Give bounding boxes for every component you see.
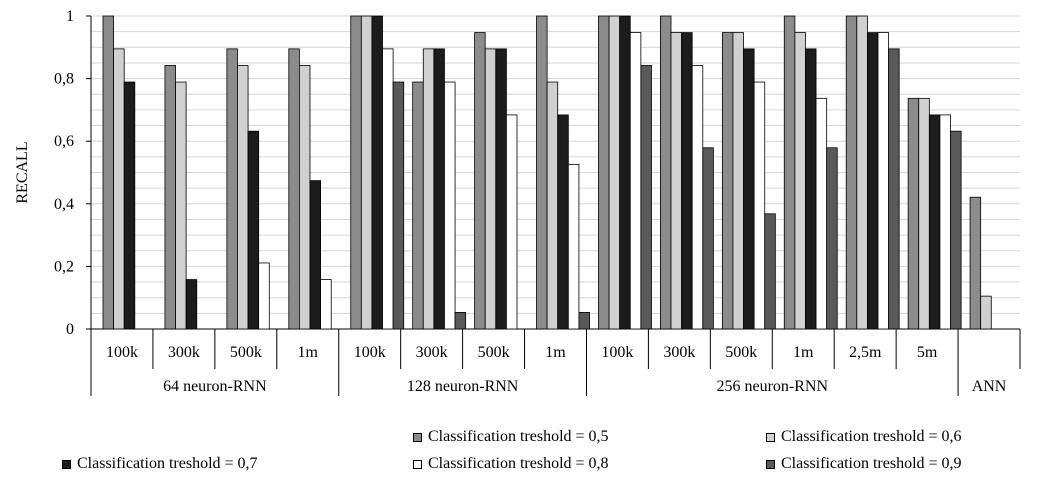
bar-s2-c8 <box>619 15 631 330</box>
bar-s4-c10 <box>764 213 776 330</box>
x-tick-label: 1m <box>793 344 814 361</box>
bar-s3-c3 <box>320 279 332 330</box>
bar-s1-c2 <box>237 65 249 330</box>
bar-s0-c11 <box>783 15 796 330</box>
x-tick-label: 500k <box>725 344 757 361</box>
x-tick-label: 1m <box>545 344 566 361</box>
bar-s2-c13 <box>928 114 941 330</box>
bar-s4-c11 <box>826 147 838 330</box>
x-tick-label: 300k <box>663 344 695 361</box>
bar-s0-c2 <box>226 48 238 330</box>
bar-s0-c6 <box>474 32 486 330</box>
bar-s1-c3 <box>298 65 311 330</box>
bar-s2-c5 <box>433 48 445 330</box>
bar-s2-c0 <box>123 81 136 330</box>
bar-s2-c3 <box>309 180 322 330</box>
bar-s1-c8 <box>608 15 621 330</box>
y-tick-label: 0,2 <box>54 258 74 275</box>
bar-s2-c1 <box>185 279 198 330</box>
x-tick-label: 100k <box>106 344 138 361</box>
x-tick-label: 500k <box>478 344 510 361</box>
bar-s0-c4 <box>350 15 362 330</box>
bar-s4-c8 <box>640 65 652 330</box>
y-tick-label: 0 <box>66 321 74 338</box>
bar-s2-c12 <box>867 32 879 330</box>
bar-s3-c13 <box>939 114 951 330</box>
bar-s3-c5 <box>444 81 456 330</box>
bar-s0-c0 <box>102 15 115 330</box>
y-tick-label: 0,6 <box>54 133 74 150</box>
bar-s2-c2 <box>247 130 260 330</box>
x-tick-label: 1m <box>298 344 319 361</box>
bar-s3-c11 <box>815 97 828 330</box>
bar-s0-c7 <box>536 15 548 330</box>
bar-s3-c9 <box>691 65 704 330</box>
x-tick-label: 100k <box>354 344 386 361</box>
x-tick-label: 500k <box>230 344 262 361</box>
bar-s2-c10 <box>743 48 755 330</box>
bar-s1-c4 <box>360 15 373 330</box>
bar-s3-c2 <box>258 262 270 330</box>
bar-s1-c6 <box>484 48 497 330</box>
y-tick-label: 1 <box>66 8 74 25</box>
bar-s0-c8 <box>598 15 610 330</box>
x-tick-label: 100k <box>601 344 633 361</box>
bar-s2-c6 <box>495 48 507 330</box>
bar-s0-c13 <box>907 97 920 330</box>
bar-s0-c10 <box>721 32 734 330</box>
x-tick-label: 300k <box>416 344 448 361</box>
bar-s1-c12 <box>856 15 868 330</box>
bar-s3-c8 <box>629 32 642 330</box>
bar-s1-c14 <box>980 295 992 330</box>
bar-s0-c9 <box>660 15 672 330</box>
x-tick-label: 2,5m <box>849 344 882 361</box>
y-tick-label: 0,4 <box>54 196 74 213</box>
bar-s0-c1 <box>164 65 176 330</box>
bar-s4-c4 <box>392 81 405 330</box>
bar-s1-c9 <box>670 32 683 330</box>
group-label: 128 neuron-RNN <box>407 378 519 395</box>
x-tick-label: 5m <box>917 344 938 361</box>
bar-s2-c11 <box>805 48 817 330</box>
bar-s4-c9 <box>702 147 714 330</box>
bar-s1-c11 <box>794 32 806 330</box>
y-tick-label: 0,8 <box>54 71 74 88</box>
bar-s1-c13 <box>918 97 930 330</box>
bar-s4-c13 <box>950 130 962 330</box>
y-axis-label: RECALL <box>14 141 31 203</box>
bar-s1-c0 <box>113 48 125 330</box>
bar-s0-c14 <box>969 196 982 330</box>
bar-s2-c7 <box>557 114 569 330</box>
x-tick-label: 300k <box>168 344 200 361</box>
bar-s4-c12 <box>888 48 900 330</box>
bar-s3-c4 <box>382 48 394 330</box>
bar-s3-c7 <box>567 163 580 330</box>
bar-s2-c4 <box>371 15 383 330</box>
bar-s3-c10 <box>753 81 766 330</box>
group-label: 64 neuron-RNN <box>163 378 267 395</box>
bar-s2-c9 <box>681 32 693 330</box>
bar-s0-c12 <box>845 15 858 330</box>
group-label: ANN <box>972 378 1007 395</box>
group-label: 256 neuron-RNN <box>716 378 828 395</box>
bar-s1-c1 <box>175 81 187 330</box>
bar-s0-c5 <box>412 81 424 330</box>
bar-s1-c7 <box>546 81 559 330</box>
bar-s1-c5 <box>422 48 435 330</box>
bar-s4-c7 <box>578 312 590 330</box>
bar-s1-c10 <box>732 32 744 330</box>
bar-s0-c3 <box>288 48 300 330</box>
bar-s3-c6 <box>505 114 518 330</box>
bar-s3-c12 <box>877 32 890 330</box>
bar-s4-c5 <box>454 312 467 330</box>
